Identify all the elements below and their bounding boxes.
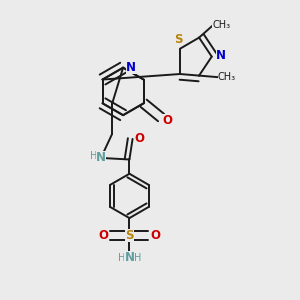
Text: O: O bbox=[98, 229, 109, 242]
Text: CH₃: CH₃ bbox=[212, 20, 230, 30]
Text: O: O bbox=[150, 229, 161, 242]
Text: S: S bbox=[125, 229, 134, 242]
Text: N: N bbox=[126, 61, 136, 74]
Text: N: N bbox=[216, 49, 226, 62]
Text: O: O bbox=[162, 114, 172, 127]
Text: O: O bbox=[134, 132, 144, 146]
Text: S: S bbox=[174, 33, 183, 46]
Text: H: H bbox=[134, 253, 141, 263]
Text: N: N bbox=[96, 152, 106, 164]
Text: N: N bbox=[124, 251, 134, 264]
Text: H: H bbox=[118, 253, 125, 263]
Text: CH₃: CH₃ bbox=[218, 72, 236, 82]
Text: H: H bbox=[90, 151, 98, 161]
Text: N: N bbox=[127, 60, 137, 73]
